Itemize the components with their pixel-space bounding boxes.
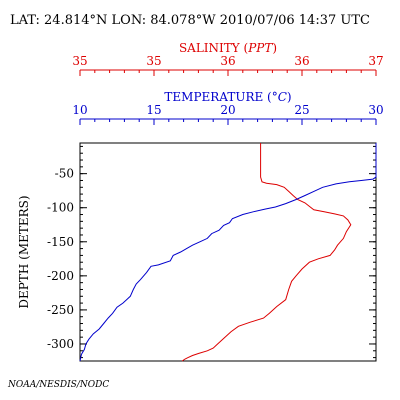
depth-tick-label: -50 [55,167,74,181]
salinity-tick-label: 36 [294,54,309,68]
salinity-tick-label: 37 [368,54,383,68]
credit-text: NOAA/NESDIS/NODC [7,380,109,390]
depth-axis-title: DEPTH (METERS) [17,195,31,308]
plot-frame [79,142,377,362]
depth-tick-label: -100 [47,201,74,215]
temperature-axis: 10 15 20 25 30 [72,103,384,125]
depth-axis: -50 -100 -150 -200 -250 -300 [47,145,376,359]
temperature-tick-label: 20 [220,103,235,117]
temperature-tick-label: 30 [368,103,383,117]
salinity-tick-label: 36 [220,54,235,68]
salinity-tick-label: 35 [72,54,87,68]
salinity-title-suffix: ) [272,41,277,55]
temperature-profile-line [79,143,377,362]
depth-tick-label: -200 [47,269,74,283]
temperature-tick-label: 10 [72,103,87,117]
depth-tick-label: -150 [47,235,74,249]
series-layer [79,143,377,362]
temperature-title-unit: °C [272,90,287,104]
temperature-tick-label: 15 [146,103,161,117]
salinity-title-unit: PPT [247,41,273,55]
header-text: LAT: 24.814°N LON: 84.078°W 2010/07/06 1… [10,13,370,28]
salinity-profile-line [181,143,352,362]
depth-tick-label: -250 [47,303,74,317]
temperature-tick-label: 25 [294,103,309,117]
salinity-tick-label: 35 [146,54,161,68]
temperature-title-prefix: TEMPERATURE ( [164,90,271,104]
temperature-axis-title: TEMPERATURE (°C) [164,90,291,104]
depth-tick-label: -300 [47,337,74,351]
salinity-axis: 35 35 36 36 37 [72,54,384,76]
temperature-title-suffix: ) [287,90,292,104]
salinity-axis-title: SALINITY (PPT) [179,41,277,55]
salinity-title-prefix: SALINITY ( [179,41,248,55]
